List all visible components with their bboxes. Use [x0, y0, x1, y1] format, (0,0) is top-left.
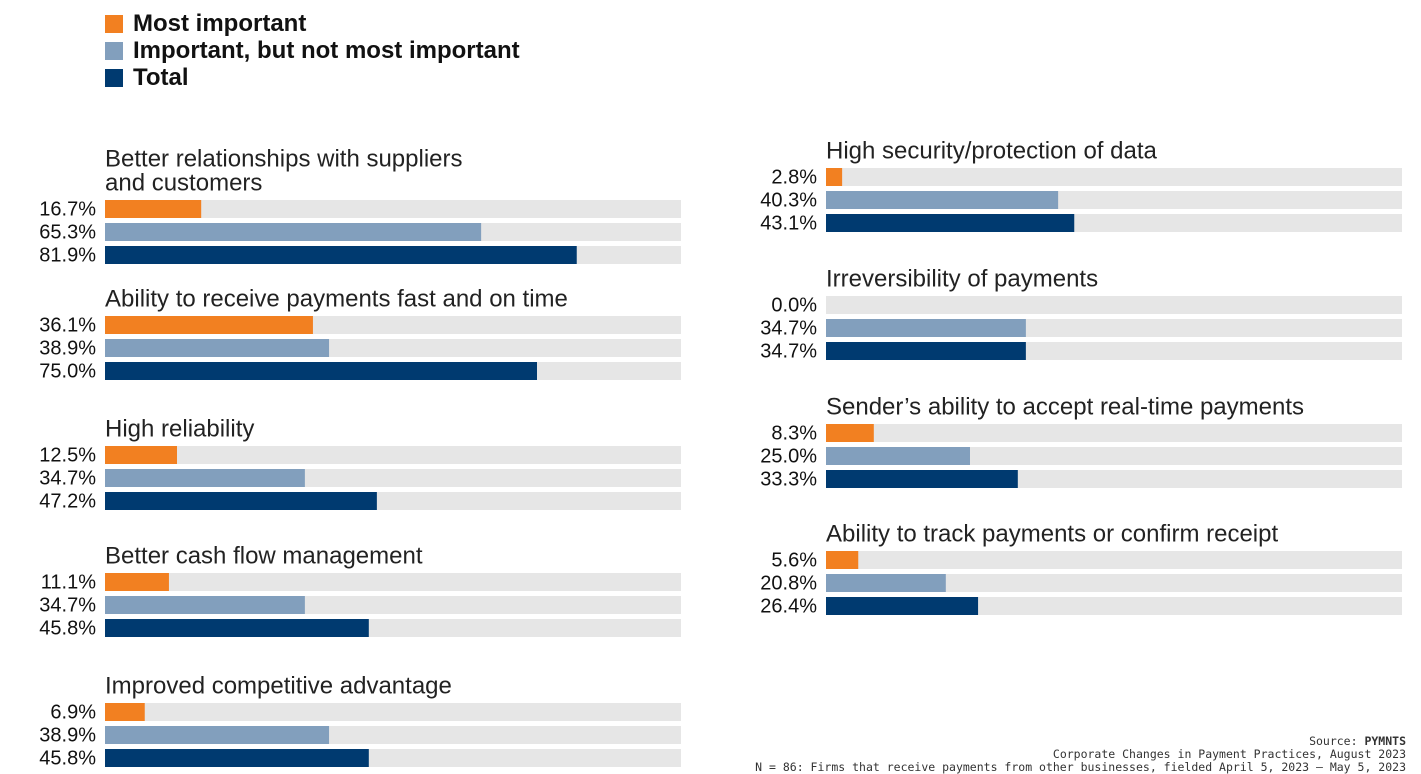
- data-label: 26.4%: [760, 595, 817, 617]
- bar-total: [826, 597, 979, 615]
- bar-total: [105, 492, 377, 510]
- data-label: 34.7%: [760, 317, 817, 339]
- group-title: Better cash flow management: [105, 542, 423, 569]
- bar-track: [826, 296, 1402, 314]
- data-label: 65.3%: [39, 221, 96, 243]
- bar-important: [105, 469, 305, 487]
- group-title: Irreversibility of payments: [826, 265, 1098, 292]
- bar-track: [105, 200, 681, 218]
- data-label: 25.0%: [760, 445, 817, 467]
- bar-track: [105, 446, 681, 464]
- data-label: 36.1%: [39, 314, 96, 336]
- legend-item-important: Important, but not most important: [105, 37, 520, 64]
- data-label: 38.9%: [39, 337, 96, 359]
- legend-item-total: Total: [105, 64, 520, 91]
- bar-total: [105, 246, 577, 264]
- bar-important: [826, 319, 1026, 337]
- bar-important: [105, 223, 482, 241]
- data-label: 20.8%: [760, 572, 817, 594]
- data-label: 47.2%: [39, 490, 96, 512]
- data-label: 16.7%: [39, 198, 96, 220]
- bar-most-important: [826, 168, 843, 186]
- source-sample-note: N = 86: Firms that receive payments from…: [755, 760, 1406, 774]
- source-line: Source: PYMNTS: [1309, 734, 1406, 748]
- bar-most-important: [105, 446, 177, 464]
- data-label: 0.0%: [771, 294, 817, 316]
- bar-important: [826, 574, 946, 592]
- group-title: Better relationships with suppliers: [105, 145, 463, 172]
- legend-label: Total: [133, 63, 189, 91]
- source-note: Source: PYMNTS Corporate Changes in Paym…: [755, 735, 1406, 774]
- data-label: 75.0%: [39, 360, 96, 382]
- data-label: 40.3%: [760, 189, 817, 211]
- data-label: 45.8%: [39, 747, 96, 769]
- bar-most-important: [105, 316, 313, 334]
- bar-total: [826, 214, 1075, 232]
- data-label: 2.8%: [771, 166, 817, 188]
- bar-most-important: [826, 424, 874, 442]
- data-label: 6.9%: [50, 701, 96, 723]
- group-title: High security/protection of data: [826, 137, 1157, 164]
- legend-label: Important, but not most important: [133, 36, 520, 64]
- data-label: 38.9%: [39, 724, 96, 746]
- bar-track: [826, 574, 1402, 592]
- bar-total: [826, 342, 1026, 360]
- bar-total: [105, 362, 537, 380]
- bar-track: [826, 168, 1402, 186]
- bar-important: [826, 191, 1059, 209]
- group-title: Improved competitive advantage: [105, 672, 452, 699]
- bar-most-important: [826, 551, 859, 569]
- group-title: Sender’s ability to accept real-time pay…: [826, 393, 1304, 420]
- bar-important: [105, 339, 330, 357]
- group-title: Ability to track payments or confirm rec…: [826, 520, 1278, 547]
- legend-item-most-important: Most important: [105, 10, 520, 37]
- bar-most-important: [105, 200, 202, 218]
- bar-most-important: [105, 703, 145, 721]
- bar-track: [105, 573, 681, 591]
- data-label: 34.7%: [39, 467, 96, 489]
- data-label: 12.5%: [39, 444, 96, 466]
- data-label: 11.1%: [41, 571, 96, 593]
- group-title: Ability to receive payments fast and on …: [105, 285, 568, 312]
- bar-track: [826, 551, 1402, 569]
- source-report: Corporate Changes in Payment Practices, …: [1052, 747, 1406, 761]
- group-title: High reliability: [105, 415, 254, 442]
- data-label: 81.9%: [39, 244, 96, 266]
- bar-track: [105, 703, 681, 721]
- legend: Most important Important, but not most i…: [105, 10, 520, 91]
- bar-important: [105, 596, 305, 614]
- bar-total: [105, 749, 369, 767]
- data-label: 45.8%: [39, 617, 96, 639]
- legend-label: Most important: [133, 9, 307, 37]
- legend-swatch: [105, 68, 123, 87]
- bar-total: [105, 619, 369, 637]
- source-brand: PYMNTS: [1364, 734, 1406, 748]
- data-label: 43.1%: [760, 212, 817, 234]
- bar-important: [105, 726, 330, 744]
- legend-swatch: [105, 14, 123, 33]
- bar-important: [826, 447, 970, 465]
- bar-track: [826, 424, 1402, 442]
- data-label: 34.7%: [760, 340, 817, 362]
- bar-total: [826, 470, 1018, 488]
- data-label: 34.7%: [39, 594, 96, 616]
- data-label: 5.6%: [771, 549, 817, 571]
- group-title: and customers: [105, 169, 262, 196]
- legend-swatch: [105, 41, 123, 60]
- bar-most-important: [105, 573, 169, 591]
- data-label: 33.3%: [760, 468, 817, 490]
- data-label: 8.3%: [771, 422, 817, 444]
